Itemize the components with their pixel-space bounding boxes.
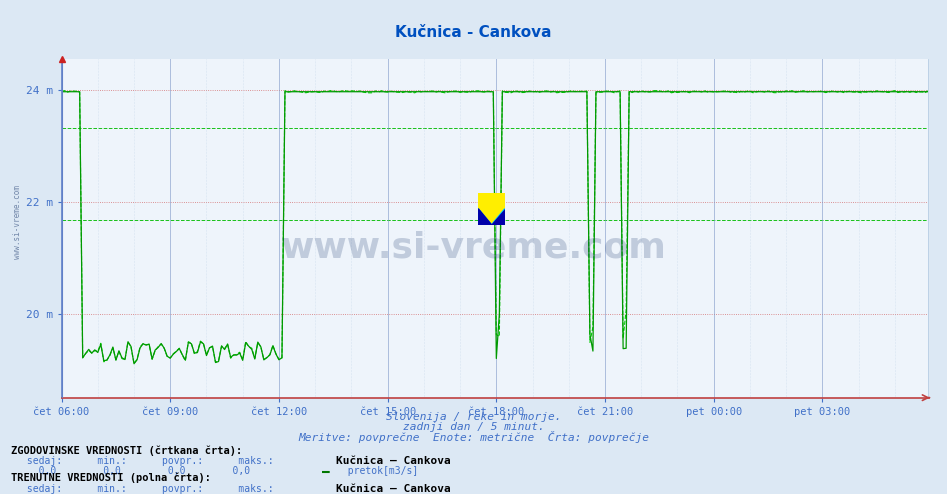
Polygon shape	[478, 208, 505, 225]
Text: www.si-vreme.com: www.si-vreme.com	[280, 230, 667, 264]
Text: pretok[m3/s]: pretok[m3/s]	[336, 466, 419, 476]
Text: www.si-vreme.com: www.si-vreme.com	[12, 185, 22, 259]
Text: Meritve: povprečne  Enote: metrične  Črta: povprečje: Meritve: povprečne Enote: metrične Črta:…	[298, 431, 649, 443]
Text: Slovenija / reke in morje.: Slovenija / reke in morje.	[385, 412, 562, 422]
Text: Kučnica - Cankova: Kučnica - Cankova	[395, 25, 552, 40]
Text: Kučnica – Cankova: Kučnica – Cankova	[336, 484, 451, 494]
Polygon shape	[478, 193, 505, 225]
Text: TRENUTNE VREDNOSTI (polna črta):: TRENUTNE VREDNOSTI (polna črta):	[11, 473, 211, 484]
Text: zadnji dan / 5 minut.: zadnji dan / 5 minut.	[402, 422, 545, 432]
Text: ZGODOVINSKE VREDNOSTI (črtkana črta):: ZGODOVINSKE VREDNOSTI (črtkana črta):	[11, 445, 242, 456]
Polygon shape	[478, 208, 491, 225]
Text: 0,0        0,0        0,0        0,0: 0,0 0,0 0,0 0,0	[21, 466, 250, 476]
Text: sedaj:      min.:      povpr.:      maks.:: sedaj: min.: povpr.: maks.:	[21, 484, 274, 494]
Text: Kučnica – Cankova: Kučnica – Cankova	[336, 456, 451, 466]
Polygon shape	[491, 208, 505, 225]
Text: sedaj:      min.:      povpr.:      maks.:: sedaj: min.: povpr.: maks.:	[21, 456, 274, 466]
